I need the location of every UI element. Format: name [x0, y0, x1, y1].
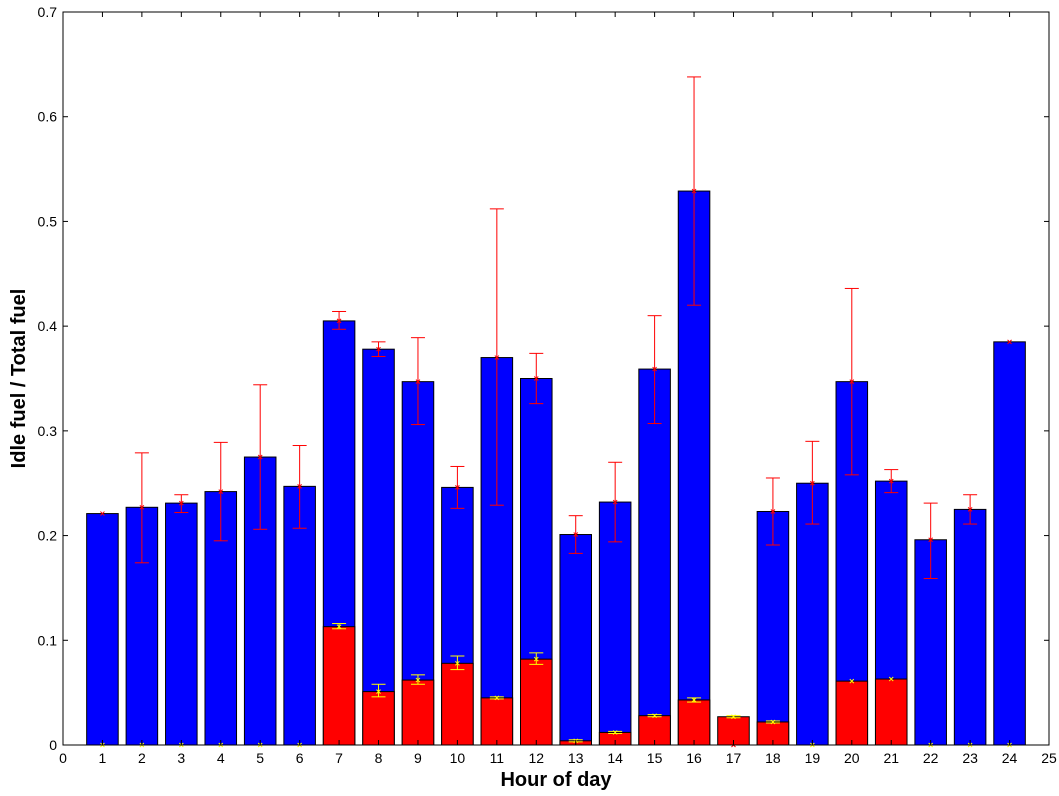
bar-s1-h13 [559, 534, 592, 746]
x-tick-label-6: 6 [296, 750, 304, 766]
x-tick-label-11: 11 [490, 750, 505, 766]
bars-layer [86, 190, 1026, 746]
mean-marker-b-s1-h4 [218, 489, 224, 494]
x-tick-label-7: 7 [335, 750, 343, 766]
bar-s1-h8 [362, 348, 395, 746]
x-axis-label: Hour of day [500, 769, 612, 791]
mean-marker-b-s1-h15 [652, 366, 657, 372]
mean-marker-b-s1-h5 [257, 454, 263, 460]
x-tick-label-9: 9 [414, 750, 422, 766]
bar-s1-h1 [86, 513, 119, 746]
mean-marker-b-s1-h10 [455, 485, 460, 490]
bar-s1-h6 [283, 485, 316, 746]
y-tick-label-0.4: 0.4 [38, 318, 58, 334]
bar-s2-h16 [677, 699, 711, 746]
bar-s2-h12 [520, 658, 553, 746]
mean-marker-b-s1-h19 [810, 480, 815, 486]
x-tick-label-17: 17 [726, 750, 742, 766]
mean-marker-b-s2-h10 [455, 660, 460, 666]
x-tick-label-13: 13 [568, 750, 584, 766]
x-tick-label-2: 2 [138, 750, 146, 766]
bar-s1-h18 [756, 510, 790, 746]
mean-marker-b-s1-h21 [888, 478, 894, 484]
y-tick-label-0.2: 0.2 [38, 528, 58, 544]
mean-marker-b-s1-h16 [691, 188, 697, 194]
y-tick-label-0.1: 0.1 [38, 632, 58, 648]
x-tick-label-22: 22 [923, 750, 939, 766]
x-tick-label-14: 14 [607, 750, 623, 766]
mean-marker-b-s1-h11 [494, 355, 500, 360]
mean-marker-b-s1-h24 [1007, 339, 1012, 345]
bar-s1-h23 [953, 508, 987, 746]
bar-s2-h11 [480, 697, 514, 746]
mean-marker-b-s1-h13 [573, 532, 579, 537]
mean-marker-b-s1-h18 [770, 509, 776, 514]
mean-marker-b-s1-h6 [297, 484, 302, 489]
x-tick-label-12: 12 [528, 750, 544, 766]
x-tick-label-16: 16 [686, 750, 702, 766]
mean-marker-b-s1-h12 [533, 376, 539, 381]
mean-marker-b-s2-h14 [612, 730, 618, 735]
bar-s1-h15 [638, 368, 671, 746]
y-tick-label-0: 0 [49, 737, 57, 753]
y-tick-label-0.5: 0.5 [38, 213, 58, 229]
mean-marker-b-s1-h9 [415, 379, 421, 384]
mean-marker-b-s1-h20 [849, 379, 855, 384]
x-tick-label-1: 1 [99, 750, 107, 766]
x-tick-label-25: 25 [1041, 750, 1057, 766]
mean-marker-b-s2-h18 [770, 719, 776, 725]
x-tick-label-0: 0 [59, 750, 67, 766]
bar-s2-h10 [441, 662, 474, 746]
bar-s2-h20 [835, 680, 869, 746]
plot-frame [62, 11, 1050, 746]
mean-marker-b-s2-h21 [888, 676, 894, 682]
x-tick-label-21: 21 [883, 750, 899, 766]
mean-marker-b-s1-h8 [376, 346, 381, 352]
x-tick-label-10: 10 [450, 750, 466, 766]
mean-marker-b-s2-h17 [731, 714, 736, 720]
mean-marker-b-s2-h11 [494, 695, 500, 701]
mean-marker-b-s1-h23 [967, 507, 973, 512]
bar-s2-h8 [362, 691, 395, 746]
bar-s1-h24 [993, 341, 1026, 746]
x-tick-label-20: 20 [844, 750, 860, 766]
x-tick-label-23: 23 [962, 750, 978, 766]
bar-s1-h3 [165, 502, 198, 746]
y-tick-label-0.7: 0.7 [38, 4, 58, 20]
error-bars-layer [100, 76, 1012, 748]
axis-ticks: 0 1 2 3 4 5 6 7 8 9 10 11 12 13 14 15 16 17 18 19 20 21 22 23 24… [38, 4, 1057, 766]
mean-marker-b-s2-h7 [336, 624, 342, 630]
mean-marker-b-s2-h9 [415, 677, 421, 683]
y-tick-label-0.6: 0.6 [38, 109, 58, 125]
mean-marker-b-s2-h15 [652, 713, 657, 719]
x-tick-label-15: 15 [647, 750, 663, 766]
mean-marker-b-s1-h7 [336, 318, 342, 324]
x-tick-label-8: 8 [375, 750, 383, 766]
mean-marker-b-s2-h16 [691, 697, 697, 703]
x-tick-label-19: 19 [805, 750, 821, 766]
x-tick-label-3: 3 [177, 750, 185, 766]
bar-s2-h21 [874, 678, 908, 746]
bar-s2-h9 [401, 679, 435, 746]
bar-s1-h14 [598, 501, 632, 746]
mean-marker-b-s1-h2 [139, 504, 145, 510]
x-tick-label-18: 18 [765, 750, 781, 766]
mean-marker-b-s1-h1 [100, 511, 105, 516]
mean-marker-b-s1-h22 [928, 537, 934, 543]
y-tick-label-0.3: 0.3 [38, 423, 58, 439]
bar-s2-h7 [322, 626, 356, 746]
mean-marker-b-s2-h8 [376, 689, 381, 694]
mean-marker-b-s2-h20 [849, 678, 855, 684]
mean-marker-b-s1-h14 [612, 499, 618, 505]
mean-marker-b-s1-h3 [178, 500, 184, 506]
y-axis-label: Idle fuel / Total fuel [8, 289, 30, 469]
x-tick-label-4: 4 [217, 750, 225, 766]
x-tick-label-5: 5 [256, 750, 264, 766]
x-tick-label-24: 24 [1002, 750, 1018, 766]
mean-marker-b-s2-h12 [533, 656, 539, 662]
